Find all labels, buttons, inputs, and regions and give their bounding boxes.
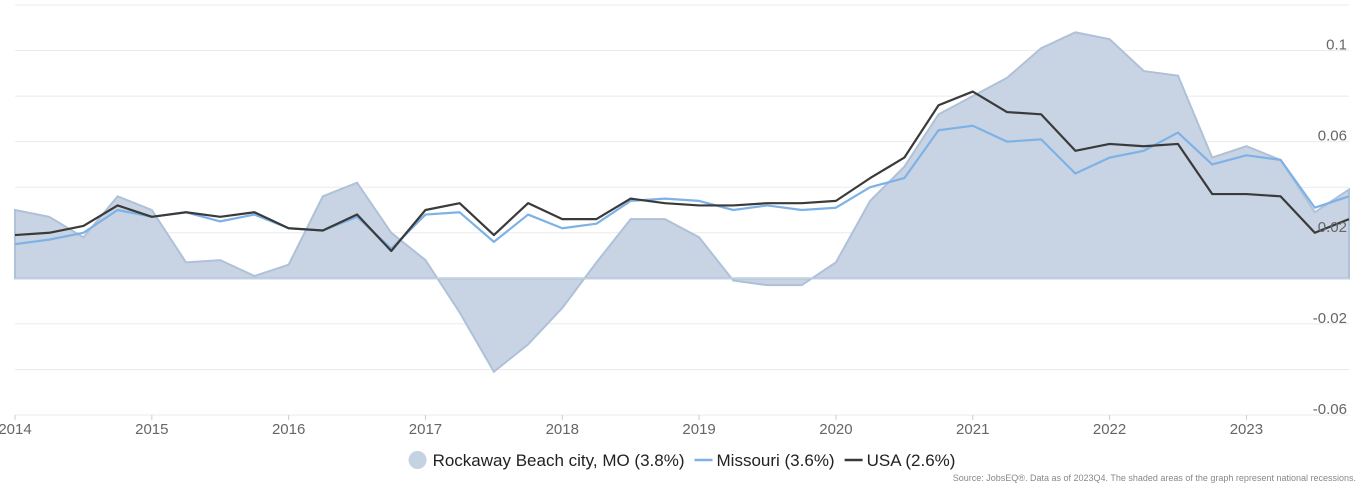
legend-swatch xyxy=(408,451,427,469)
x-tick-label: 2020 xyxy=(819,421,852,438)
legend: Rockaway Beach city, MO (3.8%) Missouri (… xyxy=(408,451,956,470)
legend-item: Rockaway Beach city, MO (3.8%) xyxy=(408,451,685,470)
legend-item: Missouri (3.6%) xyxy=(694,451,835,470)
y-tick-label: -0.06 xyxy=(1313,401,1347,418)
y-tick-label: 0.02 xyxy=(1318,219,1347,236)
axes: -0.06 -0.02 0.02 0.06 0.1 2014 2015 2016 2017 201… xyxy=(0,37,1347,438)
legend-label: Missouri (3.6%) xyxy=(717,451,835,470)
source-note: Source: JobsEQ®. Data as of 2023Q4. The … xyxy=(953,473,1356,483)
x-tick-label: 2019 xyxy=(682,421,715,438)
x-tick-label: 2015 xyxy=(135,421,168,438)
legend-item: USA (2.6%) xyxy=(844,451,956,470)
x-tick-label: 2018 xyxy=(546,421,579,438)
area xyxy=(14,31,1350,374)
legend-label: Rockaway Beach city, MO (3.8%) xyxy=(433,451,685,470)
plot-area xyxy=(14,31,1350,374)
line xyxy=(14,90,1350,253)
legend-label: USA (2.6%) xyxy=(867,451,956,470)
x-tick-label: 2014 xyxy=(0,421,32,438)
y-tick-label: 0.1 xyxy=(1326,37,1347,54)
line xyxy=(14,124,1350,250)
x-tick-label: 2023 xyxy=(1230,421,1263,438)
x-tick-label: 2016 xyxy=(272,421,305,438)
x-tick-label: 2022 xyxy=(1093,421,1126,438)
x-tick-label: 2017 xyxy=(409,421,442,438)
y-tick-label: 0.06 xyxy=(1318,128,1347,145)
y-tick-label: -0.02 xyxy=(1313,310,1347,327)
x-tick-label: 2021 xyxy=(956,421,989,438)
